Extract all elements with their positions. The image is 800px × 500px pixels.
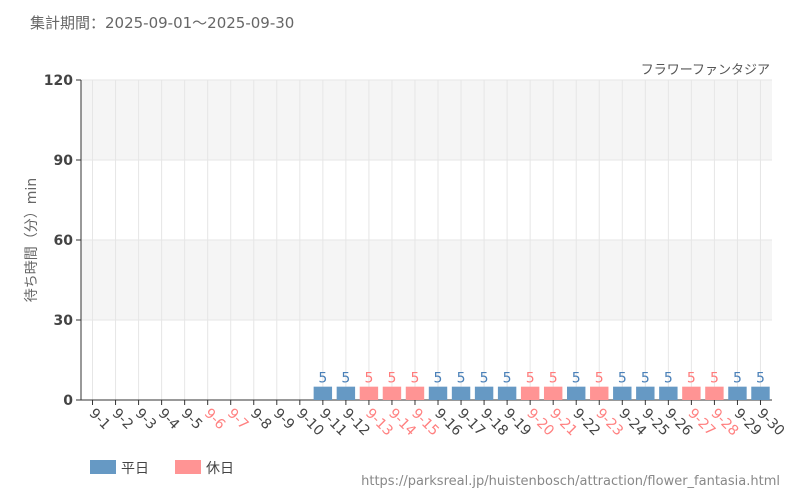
- x-tick-label: 9-9: [270, 406, 297, 433]
- bar-9-18: [474, 386, 494, 400]
- bar-value-label: 5: [733, 371, 742, 387]
- x-tick-label: 9-5: [178, 406, 205, 433]
- bar-9-26: [659, 386, 678, 400]
- bar-9-17: [451, 386, 471, 400]
- bar-value-label: 5: [434, 371, 443, 387]
- y-tick-label: 90: [54, 153, 74, 169]
- bar-value-label: 5: [664, 371, 673, 387]
- bar-9-11: [313, 386, 333, 400]
- bar-value-label: 5: [411, 371, 420, 387]
- x-tick-label: 9-2: [109, 406, 136, 433]
- bar-value-label: 5: [710, 371, 719, 387]
- x-tick-label: 9-3: [132, 406, 159, 433]
- x-tick-label: 9-6: [201, 406, 229, 434]
- source-url[interactable]: https://parksreal.jp/huistenbosch/attrac…: [361, 474, 780, 489]
- bar-9-23: [590, 386, 609, 400]
- bar-9-24: [613, 386, 632, 400]
- chart-title: フラワーファンタジア: [641, 63, 770, 78]
- y-tick-label: 120: [44, 73, 73, 89]
- bar-9-13: [359, 386, 379, 400]
- x-tick-label: 9-8: [247, 406, 274, 433]
- x-tick-label: 9-7: [224, 406, 251, 433]
- bar-value-label: 5: [387, 371, 396, 387]
- legend-label: 休日: [206, 461, 234, 477]
- bar-9-22: [567, 386, 586, 400]
- legend-label: 平日: [121, 461, 149, 477]
- bar-value-label: 5: [687, 371, 696, 387]
- bar-value-label: 5: [526, 371, 535, 387]
- grid-band: [81, 240, 772, 320]
- x-tick-label: 9-4: [155, 406, 183, 434]
- bar-9-30: [751, 386, 770, 400]
- legend-swatch-holiday: [175, 460, 201, 474]
- bar-9-19: [497, 386, 517, 400]
- bar-9-29: [728, 386, 747, 400]
- bar-9-12: [336, 386, 356, 400]
- aggregation-period: 集計期間：2025-09-01～2025-09-30: [30, 14, 295, 32]
- bar-value-label: 5: [364, 371, 373, 387]
- x-tick-label: 9-1: [86, 406, 113, 433]
- bar-value-label: 5: [341, 371, 350, 387]
- bar-value-label: 5: [318, 371, 327, 387]
- legend-swatch-weekday: [90, 460, 116, 474]
- bar-9-16: [428, 386, 448, 400]
- bar-value-label: 5: [457, 371, 466, 387]
- bar-9-14: [382, 386, 402, 400]
- y-axis-label: 待ち時間（分）min: [24, 178, 40, 302]
- y-tick-label: 30: [54, 313, 74, 329]
- bar-value-label: 5: [503, 371, 512, 387]
- bar-9-15: [405, 386, 425, 400]
- bar-value-label: 5: [756, 371, 765, 387]
- bar-9-25: [636, 386, 655, 400]
- bar-9-28: [705, 386, 724, 400]
- bar-value-label: 5: [480, 371, 489, 387]
- bar-value-label: 5: [641, 371, 650, 387]
- y-tick-label: 60: [54, 233, 74, 249]
- y-tick-label: 0: [63, 393, 73, 409]
- grid-band: [81, 80, 772, 160]
- bar-9-21: [543, 386, 563, 400]
- bar-value-label: 5: [595, 371, 604, 387]
- bar-value-label: 5: [618, 371, 627, 387]
- bar-value-label: 5: [572, 371, 581, 387]
- bar-9-27: [682, 386, 701, 400]
- bar-value-label: 5: [549, 371, 558, 387]
- bar-9-20: [520, 386, 540, 400]
